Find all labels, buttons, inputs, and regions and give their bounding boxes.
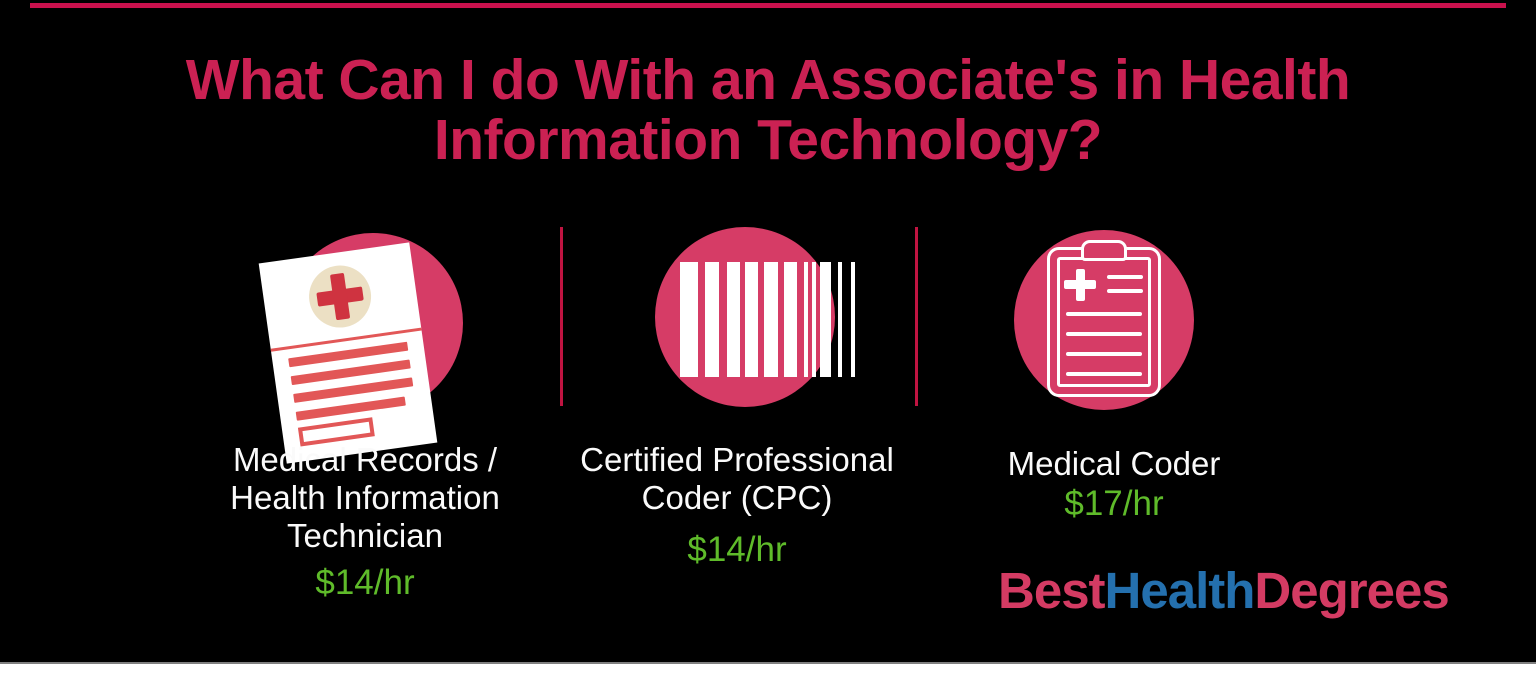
top-accent-bar [30,3,1506,8]
hourly-rate: $14/hr [687,530,787,569]
clipboard-text-line [1066,352,1142,356]
separator-line-2 [915,227,918,406]
barcode-bar [838,262,842,377]
medical-cross-badge [305,261,376,332]
logo-degrees: Degrees [1254,562,1449,619]
clipboard-clip-tab [1081,240,1127,261]
page-title: What Can I do With an Associate's in Hea… [0,50,1536,170]
logo-health: Health [1104,562,1256,619]
barcode-icon [680,262,856,377]
column-label-medical-records: Medical Records / Health Information Tec… [175,441,555,602]
hourly-rate: $17/hr [1064,484,1164,523]
clipboard-text-line [1066,312,1142,316]
barcode-bar [804,262,808,377]
job-title-line: Medical Records / [232,441,498,478]
job-title-line: Coder (CPC) [641,479,833,516]
barcode-bar [764,262,778,377]
hourly-rate: $14/hr [315,563,415,602]
job-title-line: Certified Professional [580,441,894,478]
job-title-line: Health Information [230,479,500,516]
barcode-bar [705,262,719,377]
page-title-line1: What Can I do With an Associate's in Hea… [185,48,1351,112]
barcode-bar [812,262,816,377]
barcode-bar [820,262,831,377]
barcode-bar [784,262,797,377]
column-label-cpc: Certified Professional Coder (CPC) $14/h… [527,441,947,569]
job-title-line: Technician [287,517,443,554]
column-label-medical-coder: Medical Coder $17/hr [934,445,1294,523]
barcode-bar [851,262,855,377]
separator-line-1 [560,227,563,406]
clipboard-text-line [1107,275,1143,279]
clipboard-text-line [1107,289,1143,293]
logo-best: Best [998,562,1106,619]
clipboard-text-line [1066,332,1142,336]
job-title-line: Medical Coder [1007,445,1221,482]
barcode-bar [727,262,740,377]
medical-record-document-icon [258,242,438,464]
clipboard-text-line [1066,372,1142,376]
brand-logo: BestHealthDegrees [998,561,1450,620]
bottom-white-strip [0,662,1536,678]
barcode-bar [680,262,698,377]
barcode-bar [745,262,758,377]
medical-clipboard-icon [1047,240,1161,397]
page-title-line2: Information Technology? [433,108,1103,172]
